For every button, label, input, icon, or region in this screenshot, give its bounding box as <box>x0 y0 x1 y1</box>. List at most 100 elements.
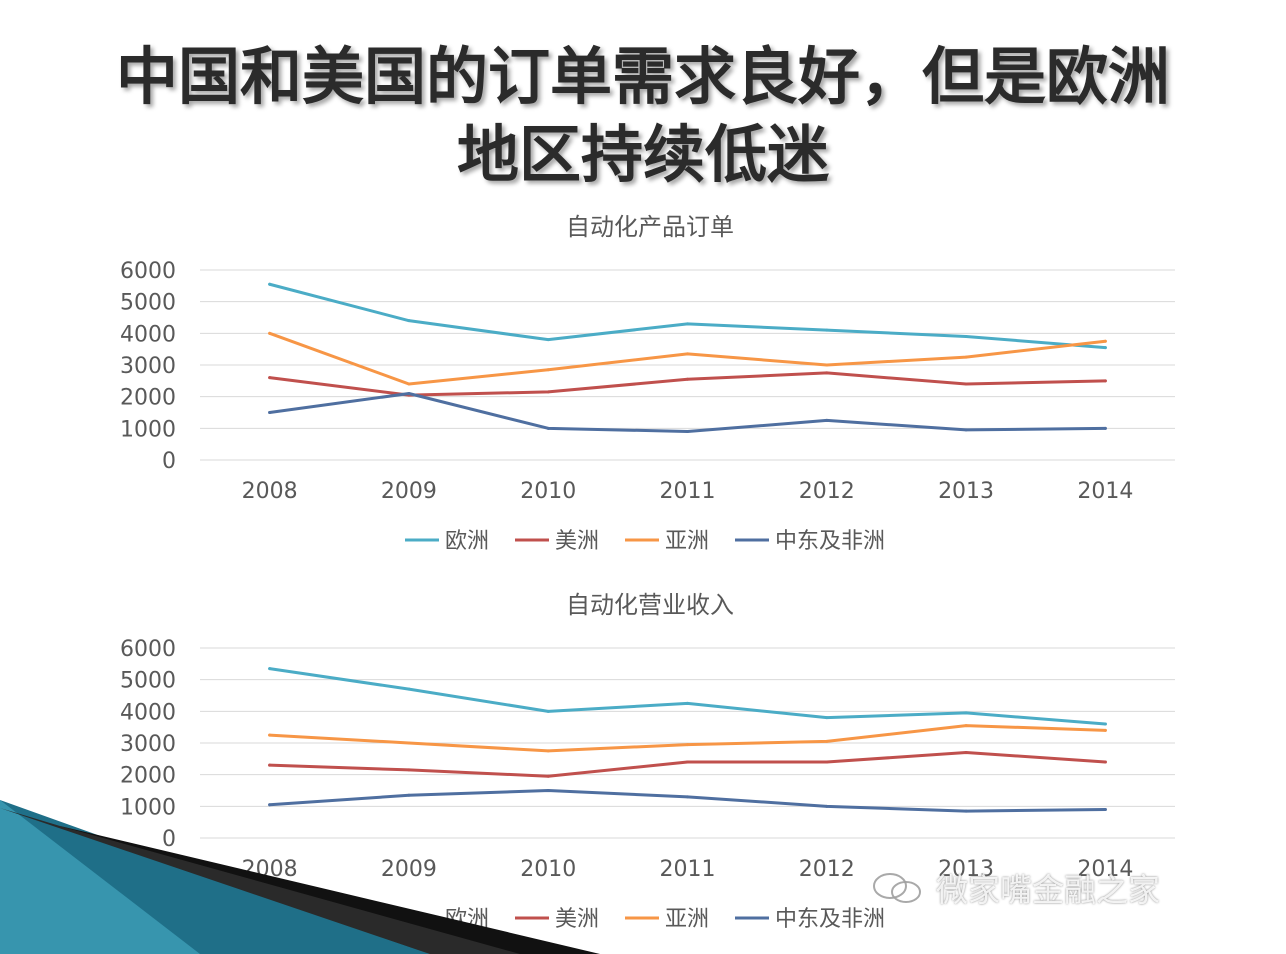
data-point <box>686 701 689 705</box>
x-tick-label: 2014 <box>1077 857 1133 882</box>
data-point <box>825 363 829 367</box>
x-tick-label: 2011 <box>660 479 716 504</box>
data-point <box>1103 760 1107 764</box>
y-tick-label: 3000 <box>120 732 176 757</box>
data-point <box>825 328 829 332</box>
legend-label: 美洲 <box>555 907 599 932</box>
data-point <box>825 716 829 720</box>
legend-label: 中东及非洲 <box>775 529 885 554</box>
data-point <box>268 763 272 767</box>
watermark: 微家嘴金融之家 <box>868 866 1160 910</box>
legend-label: 中东及非洲 <box>775 907 885 932</box>
data-point <box>964 809 968 813</box>
x-tick-label: 2012 <box>799 857 855 882</box>
y-tick-label: 5000 <box>120 669 176 694</box>
data-point <box>268 733 272 737</box>
data-point <box>825 804 829 808</box>
y-tick-label: 2000 <box>120 386 176 411</box>
data-point <box>268 803 272 807</box>
data-point <box>1103 426 1107 430</box>
x-tick-label: 2008 <box>242 479 298 504</box>
data-point <box>1103 722 1107 726</box>
data-point <box>546 774 550 778</box>
data-point <box>546 368 550 372</box>
data-point <box>546 789 550 792</box>
x-tick-label: 2013 <box>938 479 994 504</box>
legend-label: 美洲 <box>555 529 599 554</box>
data-point <box>546 749 550 753</box>
y-tick-label: 2000 <box>120 764 176 789</box>
corner-decoration <box>0 800 600 954</box>
x-tick-label: 2010 <box>520 479 576 504</box>
data-point <box>686 430 689 433</box>
data-point <box>407 382 411 386</box>
chart-title: 自动化营业收入 <box>566 591 734 619</box>
data-point <box>546 426 550 430</box>
data-point <box>546 338 550 342</box>
data-point <box>825 371 829 375</box>
data-point <box>964 711 968 715</box>
data-point <box>964 724 968 728</box>
y-tick-label: 5000 <box>120 291 176 316</box>
data-point <box>686 760 689 764</box>
slide-title-line-1: 中国和美国的订单需求良好，但是欧洲 <box>115 40 1170 113</box>
y-tick-label: 4000 <box>120 322 176 347</box>
data-point <box>407 319 411 323</box>
data-point <box>686 377 689 381</box>
data-point <box>964 382 968 386</box>
data-point <box>268 376 272 380</box>
y-tick-label: 6000 <box>120 637 176 662</box>
x-tick-label: 2009 <box>381 857 437 882</box>
data-point <box>686 322 689 326</box>
orders-line-chart: 自动化产品订单 0 1000 2000 3000 4000 5000 6000 2008 2009… <box>120 213 1175 554</box>
data-point <box>268 331 272 335</box>
data-point <box>268 667 272 671</box>
data-point <box>1103 379 1107 383</box>
x-tick-label: 2014 <box>1077 479 1133 504</box>
x-tick-label: 2010 <box>520 857 576 882</box>
y-tick-label: 4000 <box>120 700 176 725</box>
data-point <box>1103 808 1107 811</box>
watermark-text: 微家嘴金融之家 <box>936 871 1161 909</box>
data-point <box>546 709 550 713</box>
x-tick-label: 2011 <box>660 857 716 882</box>
data-point <box>964 335 968 338</box>
data-point <box>1103 339 1107 343</box>
wechat-icon <box>873 873 921 903</box>
data-point <box>407 392 411 395</box>
data-point <box>407 793 411 797</box>
data-point <box>546 390 550 394</box>
data-point <box>686 795 689 799</box>
y-tick-label: 0 <box>162 827 176 852</box>
x-tick-label: 2013 <box>938 857 994 882</box>
y-tick-label: 3000 <box>120 354 176 379</box>
slide-title-line-2: 地区持续低迷 <box>456 118 829 191</box>
y-tick-label: 0 <box>162 449 176 474</box>
y-tick-label: 6000 <box>120 259 176 284</box>
data-point <box>407 768 411 772</box>
y-tick-label: 1000 <box>120 795 176 820</box>
legend-label: 亚洲 <box>665 529 709 554</box>
data-point <box>268 282 272 286</box>
data-point <box>268 411 272 414</box>
data-point <box>1103 346 1107 350</box>
data-point <box>407 687 411 691</box>
legend-label: 欧洲 <box>445 529 489 554</box>
data-point <box>964 428 968 432</box>
data-point <box>825 418 829 422</box>
slide-title: 中国和美国的订单需求良好，但是欧洲 地区持续低迷 <box>40 38 1246 194</box>
legend-label: 亚洲 <box>665 907 709 932</box>
x-tick-label: 2009 <box>381 479 437 504</box>
data-point <box>686 352 689 356</box>
data-point <box>964 751 968 754</box>
x-tick-label: 2012 <box>799 479 855 504</box>
chart-title: 自动化产品订单 <box>566 213 734 241</box>
data-point <box>686 743 689 747</box>
data-point <box>964 355 968 359</box>
y-tick-label: 1000 <box>120 417 176 442</box>
data-point <box>407 741 411 745</box>
data-point <box>825 739 829 743</box>
data-point <box>1103 728 1107 732</box>
data-point <box>825 760 829 764</box>
